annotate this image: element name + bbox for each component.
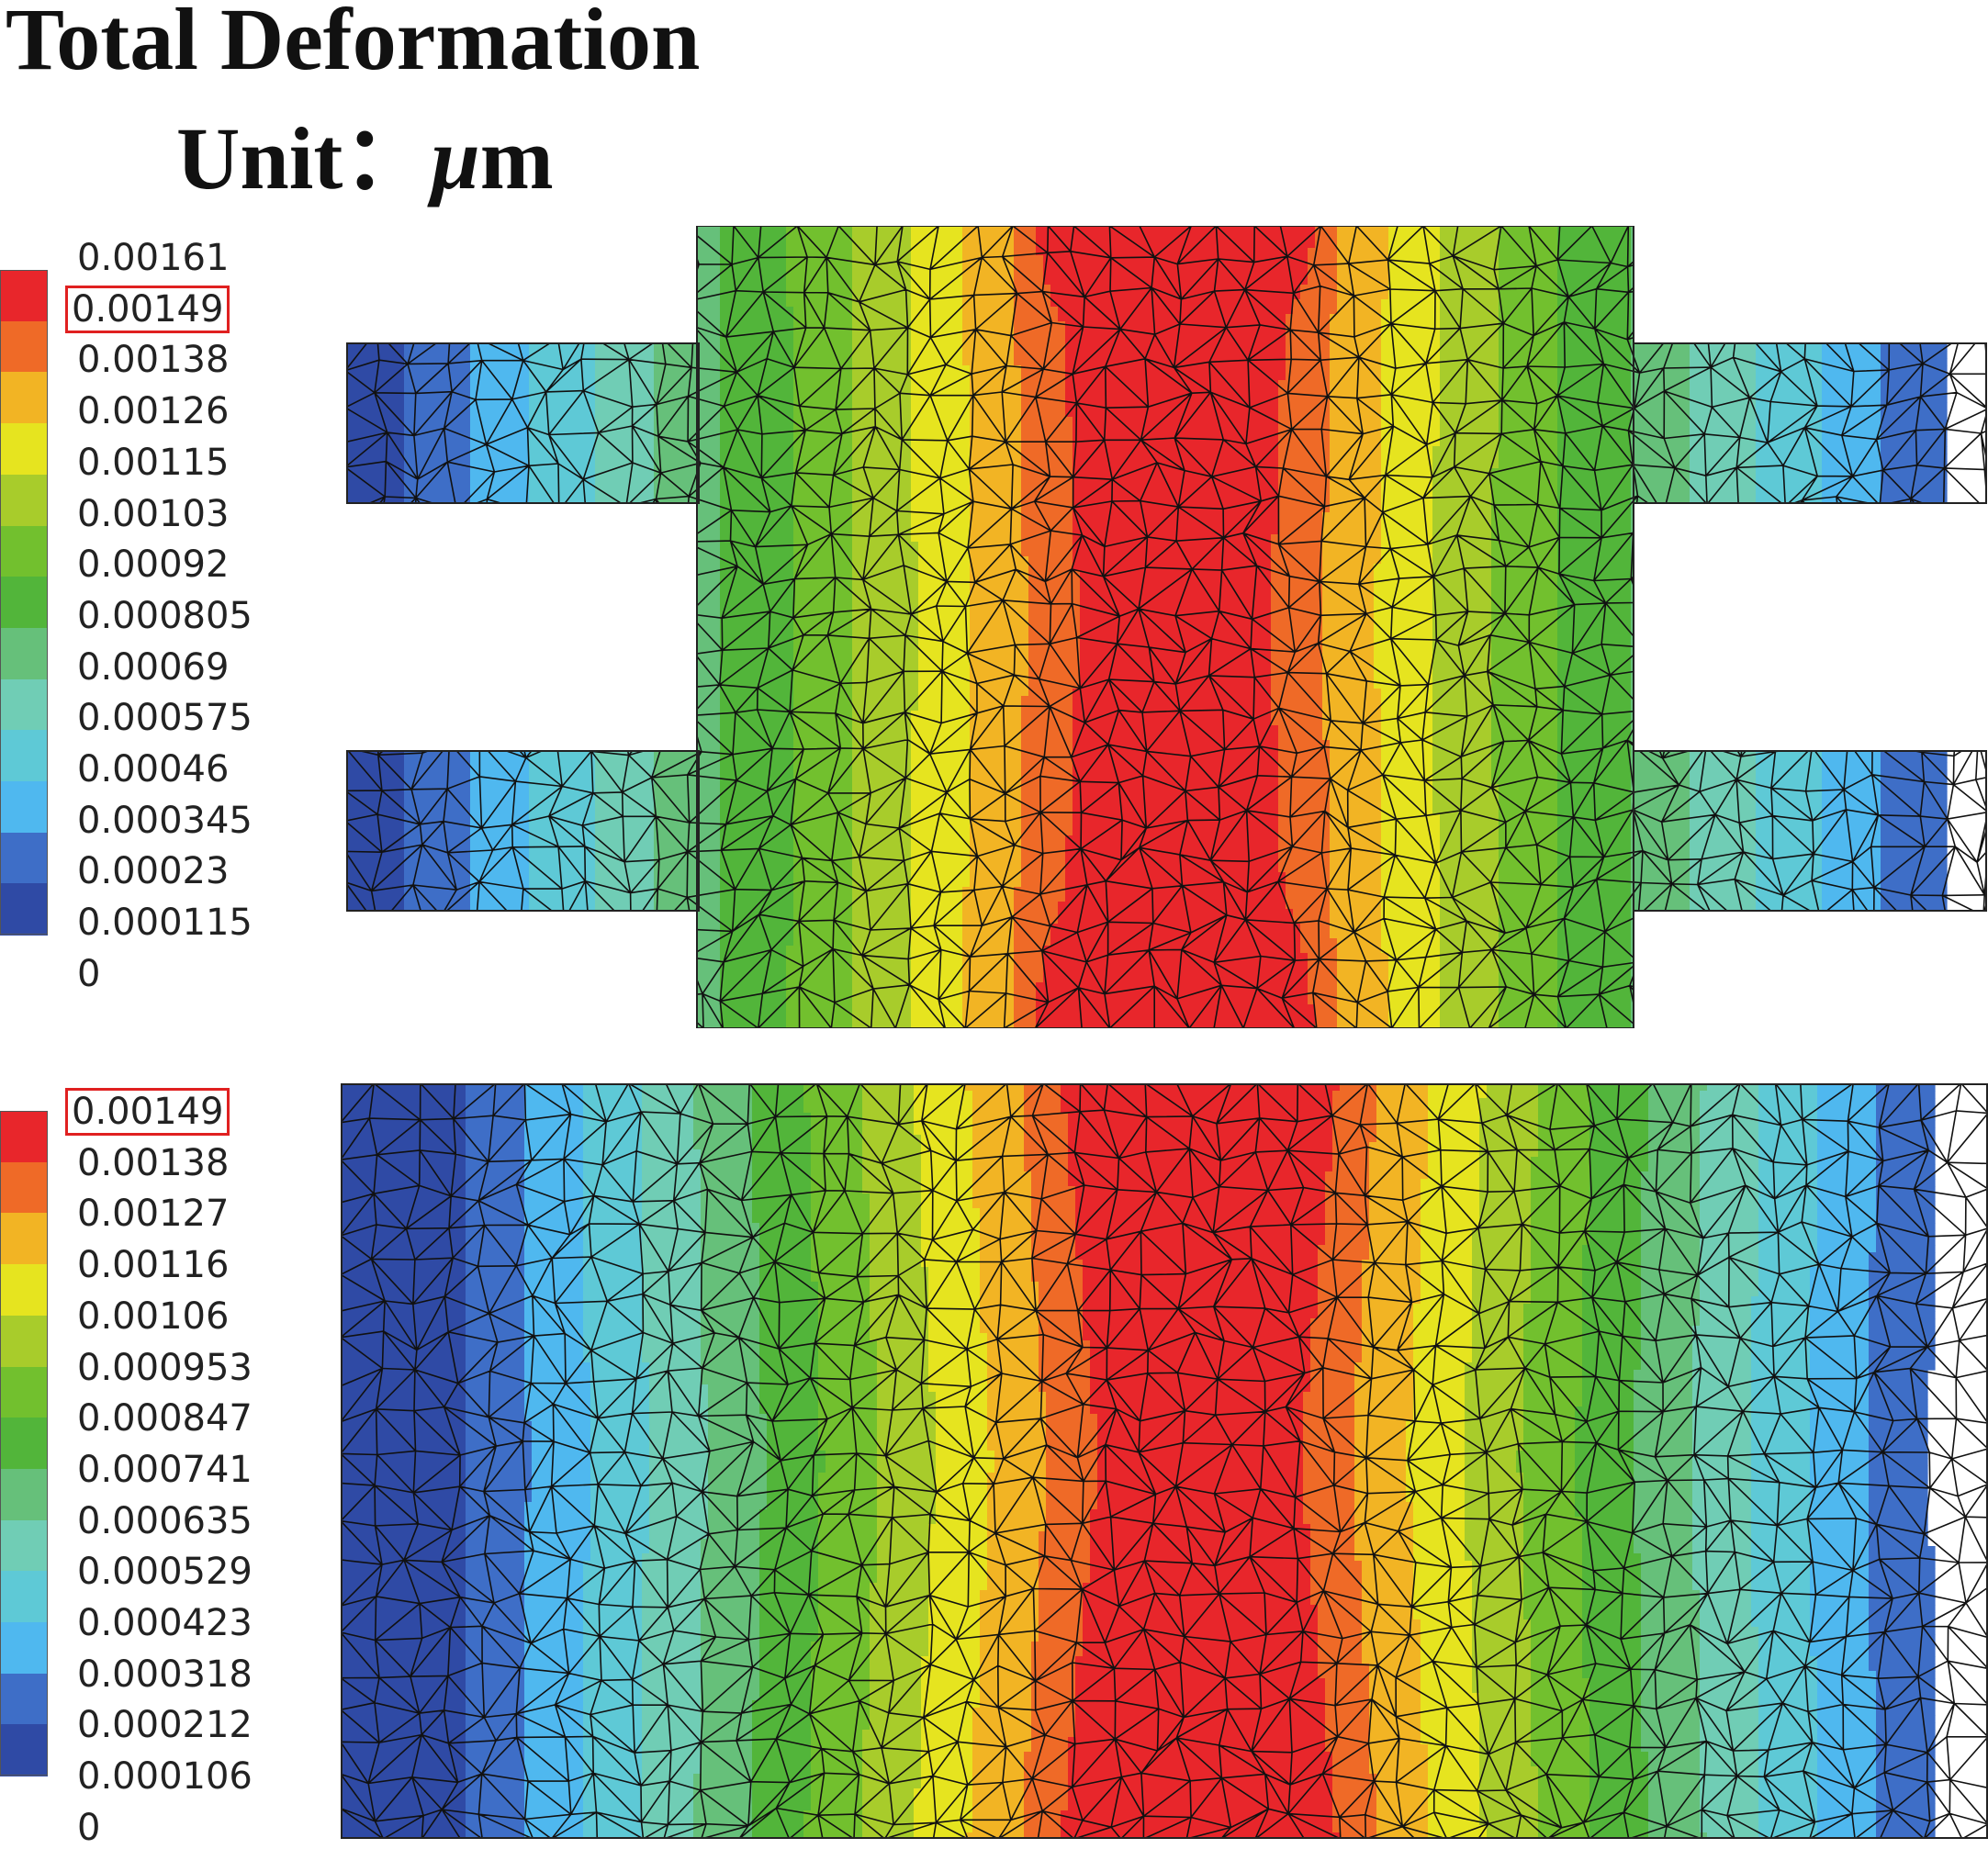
legend-tick-label: 0.000423: [77, 1602, 253, 1644]
legend-tick-label: 0.00092: [77, 543, 229, 586]
legend-tick-label: 0.00069: [77, 646, 229, 689]
colorbar-frame: [0, 270, 48, 935]
unit-suffix: m: [480, 109, 554, 207]
legend-tick-label: 0.000953: [77, 1347, 253, 1389]
unit-symbol: μ: [431, 109, 479, 207]
legend-tick-label: 0: [77, 953, 100, 995]
legend-tick-label: 0.00127: [77, 1193, 229, 1235]
legend-tick-label: 0.000115: [77, 902, 253, 944]
legend-tick-label: 0: [77, 1807, 100, 1849]
legend-tick-label: 0.000106: [77, 1755, 253, 1798]
legend-tick-label: 0.00115: [77, 442, 229, 484]
legend-tick-label-highlighted: 0.00149: [68, 1091, 227, 1133]
legend-tick-label: 0.000847: [77, 1397, 253, 1440]
legend-tick-label: 0.00138: [77, 1142, 229, 1184]
legend-tick-label: 0.000741: [77, 1449, 253, 1491]
legend-tick-label: 0.000345: [77, 800, 253, 842]
legend-tick-label: 0.00106: [77, 1295, 229, 1338]
legend-tick-label: 0.00126: [77, 390, 229, 432]
contour-fill: [345, 226, 1948, 1028]
figure-title: Total Deformation: [6, 0, 700, 90]
legend-tick-label: 0.000212: [77, 1704, 253, 1746]
legend-tick-label: 0.00138: [77, 339, 229, 381]
legend-tick-label: 0.00023: [77, 850, 229, 892]
colorbar-frame: [0, 1111, 48, 1776]
legend-tick-label-highlighted: 0.00149: [68, 288, 227, 331]
legend-tick-label: 0.000529: [77, 1551, 253, 1593]
legend-tick-label: 0.00103: [77, 493, 229, 535]
contour-plot-top: [345, 226, 1988, 1028]
unit-prefix: Unit：: [176, 109, 431, 207]
legend-tick-label: 0.000575: [77, 697, 253, 739]
contour-plot-bottom: [341, 1083, 1988, 1839]
legend-tick-label: 0.00161: [77, 237, 229, 279]
legend-tick-label: 0.000635: [77, 1500, 253, 1542]
legend-tick-label: 0.000805: [77, 595, 253, 637]
legend-tick-label: 0.00116: [77, 1244, 229, 1286]
legend-tick-label: 0.00046: [77, 748, 229, 790]
legend-tick-label: 0.000318: [77, 1653, 253, 1696]
unit-label: Unit：μm: [176, 108, 554, 209]
